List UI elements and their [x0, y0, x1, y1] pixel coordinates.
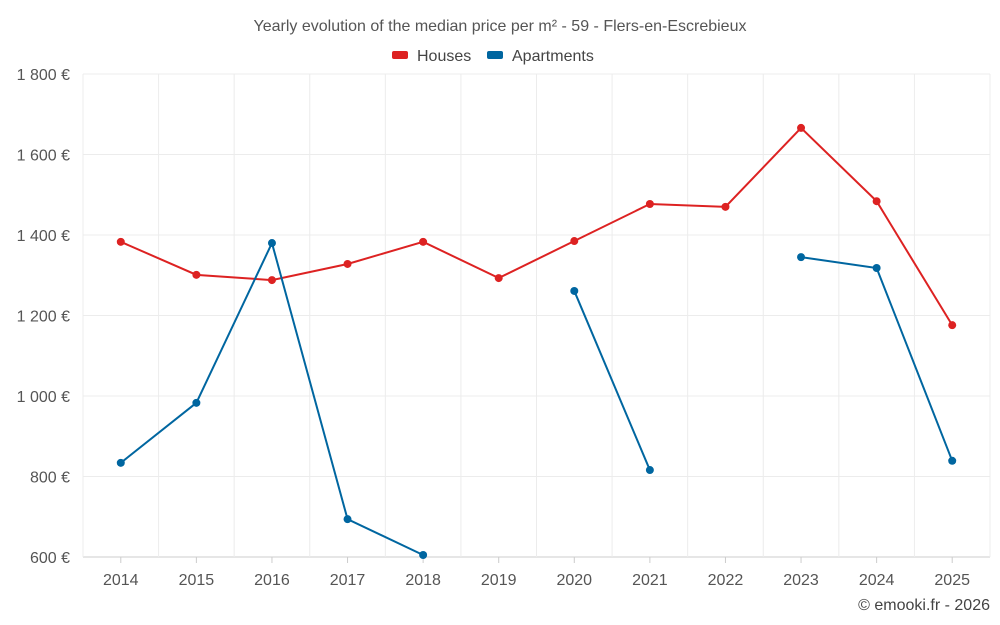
- houses-point: [645, 200, 654, 209]
- y-tick-label: 1 800 €: [17, 67, 70, 84]
- houses-legend-label: Houses: [417, 48, 471, 65]
- apartments-legend-swatch: [487, 51, 503, 59]
- apartments-point: [797, 253, 806, 262]
- x-tick-label: 2015: [179, 572, 215, 589]
- houses-point: [721, 202, 730, 211]
- y-tick-label: 1 400 €: [17, 228, 70, 245]
- apartments-point: [419, 550, 428, 559]
- x-tick-label: 2022: [708, 572, 744, 589]
- houses-point: [343, 259, 352, 268]
- apartments-point: [948, 456, 957, 465]
- y-tick-label: 800 €: [30, 470, 70, 487]
- x-tick-label: 2017: [330, 572, 366, 589]
- houses-point: [116, 237, 125, 246]
- apartments-point: [645, 466, 654, 475]
- houses-point: [948, 321, 957, 330]
- apartments-point: [116, 458, 125, 467]
- y-tick-label: 1 200 €: [17, 309, 70, 326]
- x-tick-label: 2014: [103, 572, 139, 589]
- houses-point: [797, 123, 806, 132]
- x-tick-label: 2021: [632, 572, 668, 589]
- x-tick-label: 2025: [934, 572, 970, 589]
- houses-point: [267, 276, 276, 285]
- legend: Houses Apartments: [392, 48, 594, 65]
- x-tick-label: 2018: [405, 572, 441, 589]
- x-tick-label: 2020: [556, 572, 592, 589]
- houses-point: [494, 274, 503, 283]
- x-tick-label: 2024: [859, 572, 895, 589]
- apartments-point: [343, 515, 352, 524]
- houses-point: [419, 237, 428, 246]
- houses-line: [120, 126, 954, 326]
- houses-point: [872, 197, 881, 206]
- apartments-line: [573, 290, 651, 471]
- apartments-line: [120, 240, 424, 556]
- x-tick-label: 2023: [783, 572, 819, 589]
- apartments-point: [872, 264, 881, 273]
- y-tick-label: 1 600 €: [17, 148, 70, 165]
- x-tick-label: 2019: [481, 572, 517, 589]
- houses-point: [192, 270, 201, 279]
- houses-point: [570, 237, 579, 246]
- grid: [82, 73, 991, 558]
- apartments-legend-label: Apartments: [512, 48, 594, 65]
- apartments-point: [192, 398, 201, 407]
- x-tick-label: 2016: [254, 572, 290, 589]
- series-group: [116, 123, 957, 559]
- chart-title: Yearly evolution of the median price per…: [254, 18, 747, 35]
- apartments-point: [267, 239, 276, 248]
- credit-text: © emooki.fr - 2026: [858, 597, 990, 614]
- y-tick-label: 1 000 €: [17, 389, 70, 406]
- apartments-point: [570, 286, 579, 295]
- axes: 600 € 800 € 1 000 € 1 200 € 1 400 € 1 600 € 1 …: [17, 67, 970, 589]
- houses-legend-swatch: [392, 51, 408, 59]
- y-tick-label: 600 €: [30, 550, 70, 567]
